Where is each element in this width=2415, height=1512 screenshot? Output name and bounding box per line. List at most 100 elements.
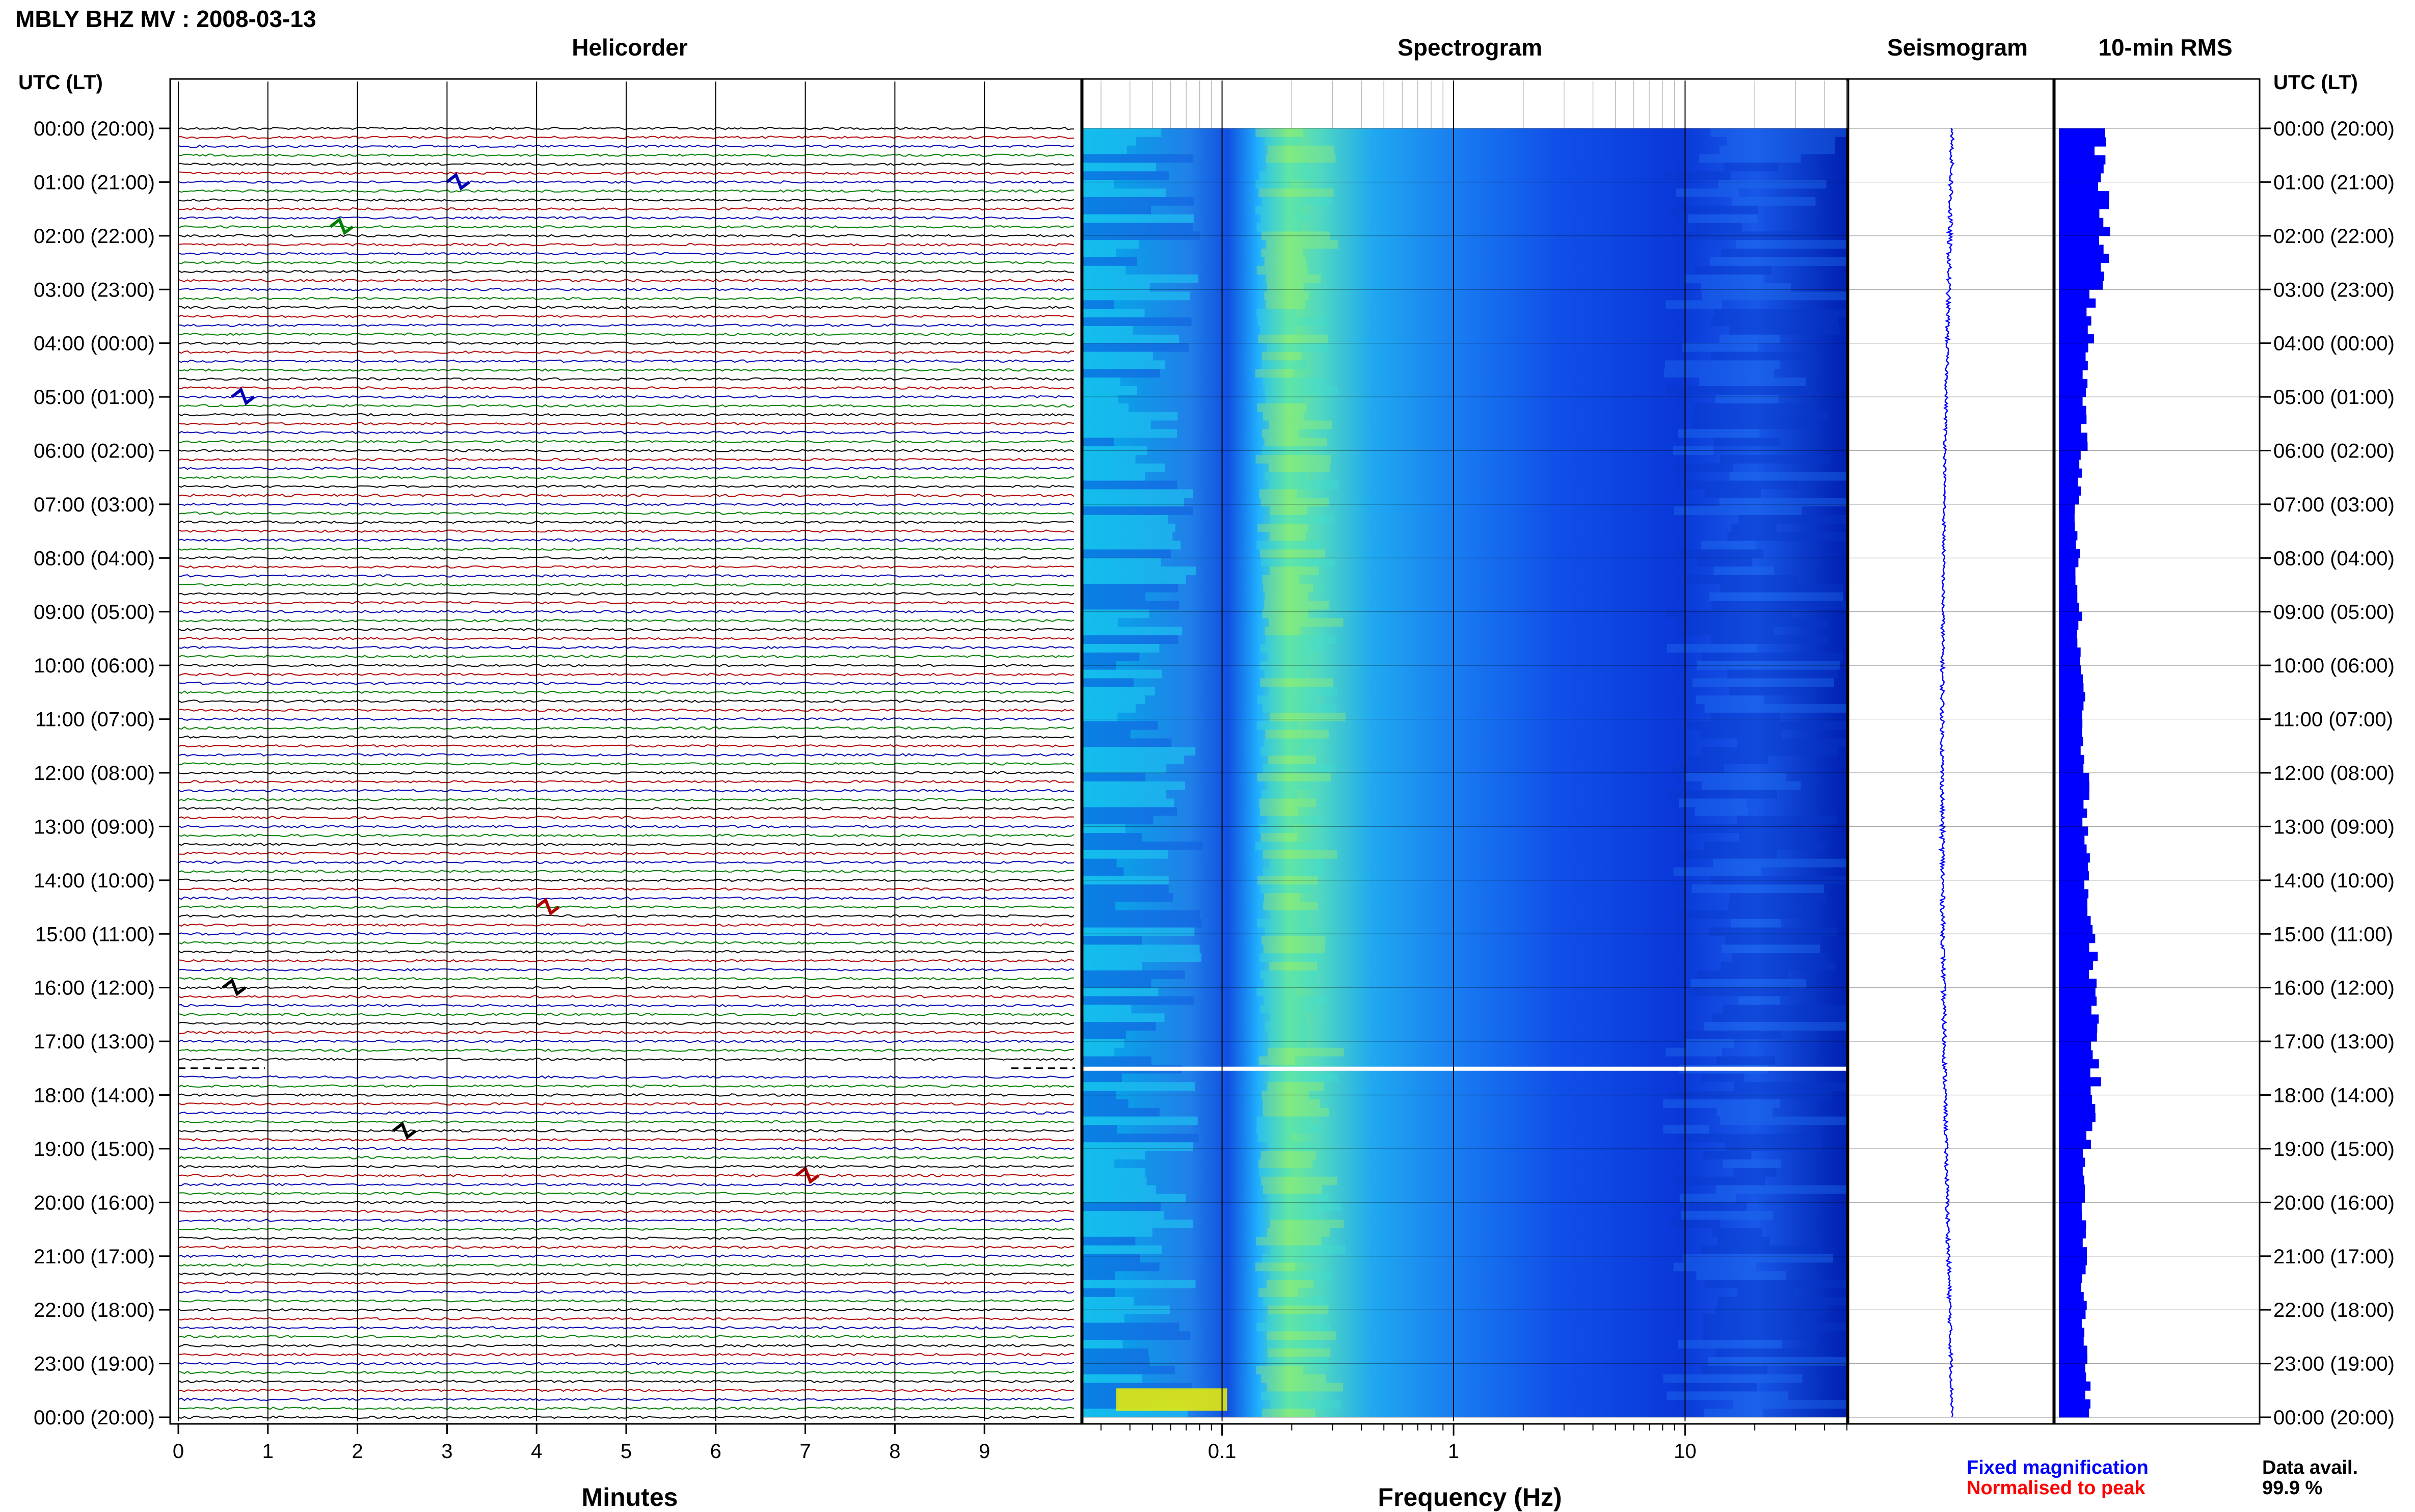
hour-label-right: 04:00 (00:00) [2273, 333, 2395, 355]
spectrogram-lowfreq-band [1083, 283, 1150, 292]
spectrogram-lowfreq-band [1083, 1340, 1123, 1349]
spectrogram-highfreq-band [1717, 1297, 1854, 1306]
spectrogram-ridge-band [1265, 592, 1308, 601]
spectrogram-ridge-band [1265, 137, 1300, 146]
rms-bar [2059, 272, 2105, 281]
spectrogram-highfreq-band [1694, 265, 1772, 275]
rms-bar [2059, 620, 2079, 630]
spectrogram-lowfreq-band [1083, 987, 1159, 996]
spectrogram-ridge-band [1256, 1236, 1322, 1246]
page-title: MBLY BHZ MV : 2008-03-13 [15, 6, 316, 32]
rms-bar [2059, 1372, 2086, 1382]
rms-bar [2059, 262, 2101, 272]
spectrogram-highfreq-band [1712, 1013, 1846, 1022]
axes: 0 1 2 3 4 5 6 7 8 9 0.1 1 10 00:00 (20:00) 00:00 (20:0… [34, 118, 2395, 1463]
helicorder-title: Helicorder [572, 34, 688, 61]
spectrogram-lowfreq-band [1083, 919, 1202, 928]
spectrogram-ridge-band [1267, 343, 1328, 352]
spectrogram-highfreq-band [1709, 592, 1844, 601]
spectrogram-ridge-band [1260, 884, 1311, 894]
spectrogram-highfreq-band [1720, 334, 1781, 343]
spectrogram-lowfreq-band [1083, 712, 1118, 721]
spectrogram-ridge-band [1268, 1142, 1314, 1151]
spectrogram-highfreq-band [1715, 394, 1779, 403]
rms-bar [2059, 593, 2078, 603]
spectrogram-highfreq-band [1684, 274, 1764, 283]
spectrogram-ridge-band [1261, 231, 1330, 240]
spectrogram-panel [1082, 78, 1895, 1425]
spectrogram-ridge-band [1259, 807, 1298, 816]
spectrogram-highfreq-band [1736, 816, 1837, 825]
spectrogram-lowfreq-band [1083, 644, 1160, 653]
spectrogram-lowfreq-band [1083, 730, 1131, 739]
spectrogram-ridge-band [1256, 223, 1302, 232]
spectrogram-lowfreq-band [1083, 1116, 1198, 1125]
rms-bar [2059, 764, 2084, 773]
spectrogram-ridge-band [1262, 1091, 1309, 1099]
spectrogram-ridge-band [1262, 1409, 1316, 1417]
spectrogram-ridge-band [1267, 1194, 1329, 1203]
hour-label-right: 03:00 (23:00) [2273, 279, 2395, 301]
spectrogram-highfreq-band [1687, 721, 1850, 730]
spectrogram-highfreq-band [1700, 1365, 1767, 1374]
legend-fixed-magnification: Fixed magnification [1967, 1457, 2149, 1478]
spectrogram-ridge-band [1270, 712, 1346, 721]
spectrogram-lowfreq-band [1083, 1271, 1115, 1280]
hour-label-left: 14:00 (10:00) [34, 870, 155, 892]
spectrogram-lowfreq-band [1083, 154, 1194, 163]
spectrogram-lowfreq-band [1083, 377, 1121, 386]
rms-bar [2059, 137, 2106, 147]
spectrogram-ridge-band [1264, 472, 1306, 481]
rms-bar [2059, 603, 2079, 612]
spectrogram-ridge-band [1267, 1314, 1318, 1323]
spectrogram-ridge-band [1262, 360, 1307, 369]
rms-bar [2059, 1301, 2087, 1310]
spectrogram-ridge-band [1269, 463, 1330, 472]
spectrogram-ridge-band [1260, 1391, 1307, 1400]
rms-bar [2059, 647, 2081, 657]
spectrogram-lowfreq-band [1083, 1013, 1165, 1022]
rms-bar [2059, 1229, 2086, 1239]
rms-bar [2059, 1390, 2085, 1400]
spectrogram-lowfreq-band [1083, 970, 1185, 979]
spectrogram-highfreq-band [1731, 919, 1781, 928]
spectrogram-lowfreq-band [1083, 463, 1165, 472]
rms-bar [2059, 1095, 2092, 1104]
spectrogram-lowfreq-band [1083, 618, 1118, 627]
spectrogram-highfreq-band [1699, 377, 1806, 386]
spectrogram-highfreq-band [1671, 764, 1725, 773]
spectrogram-ridge-band [1256, 1125, 1320, 1134]
spectrogram-highfreq-band [1718, 180, 1827, 189]
rms-bar [2059, 1104, 2096, 1114]
spectrogram-highfreq-band [1737, 1288, 1794, 1297]
rms-bar [2059, 1140, 2091, 1149]
spectrogram-ridge-band [1269, 618, 1344, 627]
spectrogram-ridge-band [1265, 730, 1329, 739]
spectrogram-ridge-band [1259, 1005, 1316, 1014]
spectrogram-lowfreq-band [1083, 841, 1203, 850]
spectrogram-ridge-band [1265, 386, 1338, 395]
spectrogram-lowfreq-band [1083, 214, 1194, 223]
spectrogram-ridge-band [1264, 996, 1328, 1005]
spectrogram-highfreq-band [1670, 1220, 1721, 1228]
spectrogram-lowfreq-band [1083, 145, 1127, 154]
spectrogram-ridge-band [1268, 1305, 1329, 1314]
spectrogram-lowfreq-band [1083, 687, 1155, 696]
spectrogram-lowfreq-band [1083, 1091, 1116, 1099]
rms-bar [2059, 343, 2088, 353]
spectrogram-ridge-band [1259, 824, 1294, 833]
spectrogram-highfreq-band [1711, 317, 1839, 326]
spectrogram-ridge-band [1264, 601, 1330, 610]
spectrogram-highfreq-band [1713, 858, 1849, 868]
spectrogram-ridge-band [1263, 1108, 1329, 1117]
utc-label-left: UTC (LT) [18, 71, 103, 94]
rms-bar [2059, 128, 2105, 138]
rms-bar [2059, 1050, 2093, 1060]
spectrogram-lowfreq-band [1083, 1176, 1147, 1185]
spectrogram-ridge-band [1256, 1322, 1331, 1332]
hour-label-right: 11:00 (07:00) [2273, 709, 2393, 731]
rms-bar [2059, 737, 2083, 746]
rms-bar [2059, 1157, 2085, 1167]
helicorder-event [329, 217, 354, 235]
